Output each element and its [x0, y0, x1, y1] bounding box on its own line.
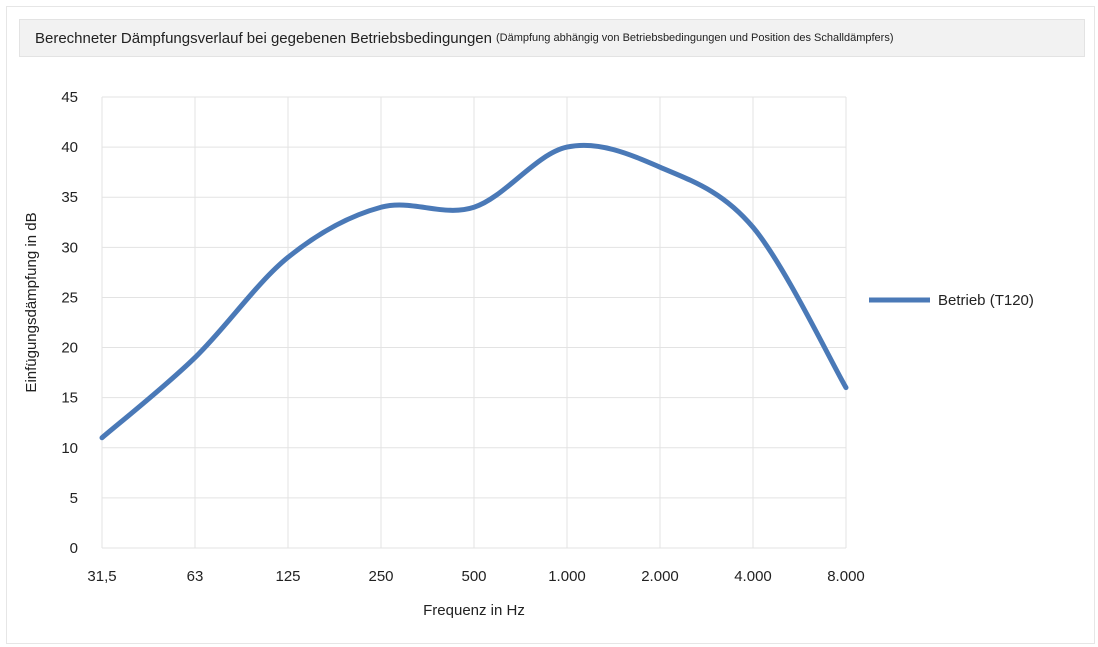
- grid: [101, 96, 847, 549]
- y-tick-label: 0: [70, 540, 78, 557]
- y-tick-label: 10: [61, 440, 78, 457]
- x-tick-label: 31,5: [87, 568, 116, 585]
- y-tick-label: 20: [61, 340, 78, 357]
- y-tick-label: 35: [61, 189, 78, 206]
- chart-header: Berechneter Dämpfungsverlauf bei gegeben…: [19, 19, 1085, 57]
- chart-panel: [6, 6, 1095, 644]
- chart-subtitle: (Dämpfung abhängig von Betriebsbedingung…: [496, 32, 894, 44]
- x-tick-label: 63: [187, 568, 204, 585]
- x-tick-label: 4.000: [734, 568, 772, 585]
- y-tick-label: 45: [61, 89, 78, 106]
- x-tick-labels: 31,5 63 125 250 500 1.000 2.000 4.000 8.000: [87, 568, 864, 585]
- chart-title: Berechneter Dämpfungsverlauf bei gegeben…: [35, 29, 492, 47]
- series-lines: [99, 142, 849, 441]
- y-tick-label: 40: [61, 139, 78, 156]
- x-tick-label: 250: [368, 568, 393, 585]
- x-tick-label: 500: [461, 568, 486, 585]
- y-tick-label: 15: [61, 390, 78, 407]
- y-tick-label: 25: [61, 289, 78, 306]
- series-line: [99, 142, 849, 441]
- x-tick-label: 1.000: [548, 568, 586, 585]
- x-tick-label: 2.000: [641, 568, 679, 585]
- y-tick-label: 5: [70, 490, 78, 507]
- legend-label: Betrieb (T120): [938, 292, 1034, 309]
- legend: Betrieb (T120): [869, 292, 1034, 309]
- x-axis-label: Frequenz in Hz: [423, 602, 525, 619]
- y-axis-label: Einfügungsdämpfung in dB: [23, 212, 40, 392]
- y-tick-labels: 0 5 10 15 20 25 30 35 40 45: [61, 89, 78, 557]
- y-tick-label: 30: [61, 239, 78, 256]
- x-tick-label: 8.000: [827, 568, 865, 585]
- x-tick-label: 125: [275, 568, 300, 585]
